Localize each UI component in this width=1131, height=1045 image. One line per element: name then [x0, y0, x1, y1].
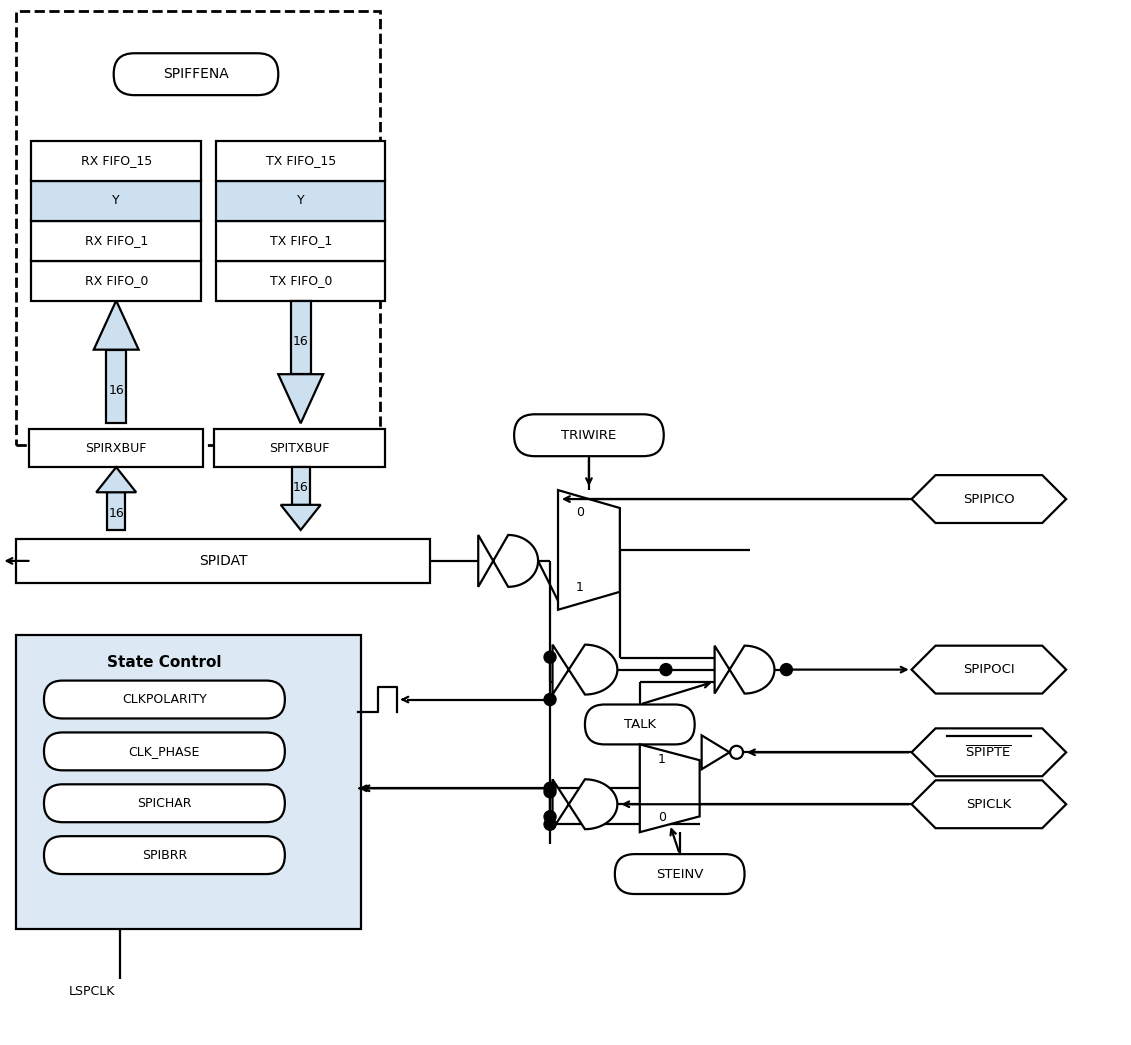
Text: $\overline{\mathregular{SPIPTE}}$: $\overline{\mathregular{SPIPTE}}$: [966, 745, 1012, 760]
Text: STEINV: STEINV: [656, 867, 703, 881]
Text: SPIDAT: SPIDAT: [199, 554, 248, 567]
Polygon shape: [715, 646, 775, 694]
FancyBboxPatch shape: [17, 634, 361, 929]
Circle shape: [780, 664, 793, 675]
Text: Y: Y: [297, 194, 304, 207]
Text: TALK: TALK: [623, 718, 656, 730]
Text: TX FIFO_0: TX FIFO_0: [269, 274, 331, 287]
FancyBboxPatch shape: [106, 350, 127, 423]
Text: 16: 16: [293, 482, 309, 494]
Text: RX FIFO_1: RX FIFO_1: [85, 234, 148, 248]
Text: TX FIFO_15: TX FIFO_15: [266, 155, 336, 167]
FancyBboxPatch shape: [216, 220, 386, 260]
Polygon shape: [912, 475, 1067, 522]
Text: SPIBRR: SPIBRR: [141, 849, 187, 862]
FancyBboxPatch shape: [17, 539, 431, 583]
Text: TX FIFO_1: TX FIFO_1: [269, 234, 331, 248]
FancyBboxPatch shape: [44, 733, 285, 770]
Text: SPICHAR: SPICHAR: [137, 796, 191, 810]
Text: 1: 1: [576, 581, 584, 595]
Text: TRIWIRE: TRIWIRE: [561, 428, 616, 442]
FancyBboxPatch shape: [32, 220, 201, 260]
Polygon shape: [94, 301, 139, 350]
FancyBboxPatch shape: [32, 260, 201, 301]
Text: SPIPICO: SPIPICO: [964, 492, 1015, 506]
FancyBboxPatch shape: [585, 704, 694, 744]
FancyBboxPatch shape: [44, 680, 285, 719]
Text: 0: 0: [658, 811, 666, 823]
FancyBboxPatch shape: [32, 141, 201, 181]
Polygon shape: [912, 728, 1067, 776]
FancyBboxPatch shape: [291, 301, 311, 374]
Polygon shape: [96, 467, 136, 492]
Text: State Control: State Control: [107, 655, 222, 670]
Text: 16: 16: [109, 384, 124, 397]
Text: 16: 16: [109, 507, 124, 519]
Circle shape: [544, 786, 556, 797]
Text: SPIRXBUF: SPIRXBUF: [86, 442, 147, 455]
Text: SPIPOCI: SPIPOCI: [964, 664, 1015, 676]
FancyBboxPatch shape: [216, 260, 386, 301]
Text: RX FIFO_15: RX FIFO_15: [80, 155, 152, 167]
FancyBboxPatch shape: [216, 181, 386, 220]
Polygon shape: [478, 535, 538, 587]
FancyBboxPatch shape: [114, 53, 278, 95]
Circle shape: [544, 651, 556, 664]
Text: SPIFFENA: SPIFFENA: [163, 67, 228, 82]
FancyBboxPatch shape: [44, 785, 285, 822]
Text: CLK_PHASE: CLK_PHASE: [129, 745, 200, 758]
Circle shape: [661, 664, 672, 675]
Polygon shape: [701, 736, 729, 769]
Text: 16: 16: [293, 334, 309, 348]
Circle shape: [731, 746, 743, 759]
Text: SPITXBUF: SPITXBUF: [269, 442, 330, 455]
Polygon shape: [280, 505, 321, 530]
Polygon shape: [558, 490, 620, 610]
Text: 1: 1: [658, 752, 666, 766]
Text: 0: 0: [576, 506, 584, 518]
FancyBboxPatch shape: [107, 492, 126, 530]
Text: LSPCLK: LSPCLK: [68, 985, 114, 998]
Polygon shape: [640, 744, 700, 832]
Text: Y: Y: [112, 194, 120, 207]
FancyBboxPatch shape: [216, 141, 386, 181]
Polygon shape: [278, 374, 323, 423]
FancyBboxPatch shape: [214, 429, 386, 467]
Circle shape: [544, 783, 556, 794]
Polygon shape: [553, 645, 618, 695]
Circle shape: [544, 818, 556, 831]
FancyBboxPatch shape: [44, 836, 285, 874]
FancyBboxPatch shape: [515, 414, 664, 457]
FancyBboxPatch shape: [29, 429, 202, 467]
Circle shape: [544, 811, 556, 822]
FancyBboxPatch shape: [615, 854, 744, 895]
Text: RX FIFO_0: RX FIFO_0: [85, 274, 148, 287]
FancyBboxPatch shape: [292, 467, 310, 505]
Polygon shape: [912, 781, 1067, 829]
Text: CLKPOLARITY: CLKPOLARITY: [122, 693, 207, 706]
Circle shape: [544, 694, 556, 705]
Text: SPICLK: SPICLK: [966, 797, 1011, 811]
Polygon shape: [912, 646, 1067, 694]
FancyBboxPatch shape: [32, 181, 201, 220]
Polygon shape: [553, 780, 618, 829]
